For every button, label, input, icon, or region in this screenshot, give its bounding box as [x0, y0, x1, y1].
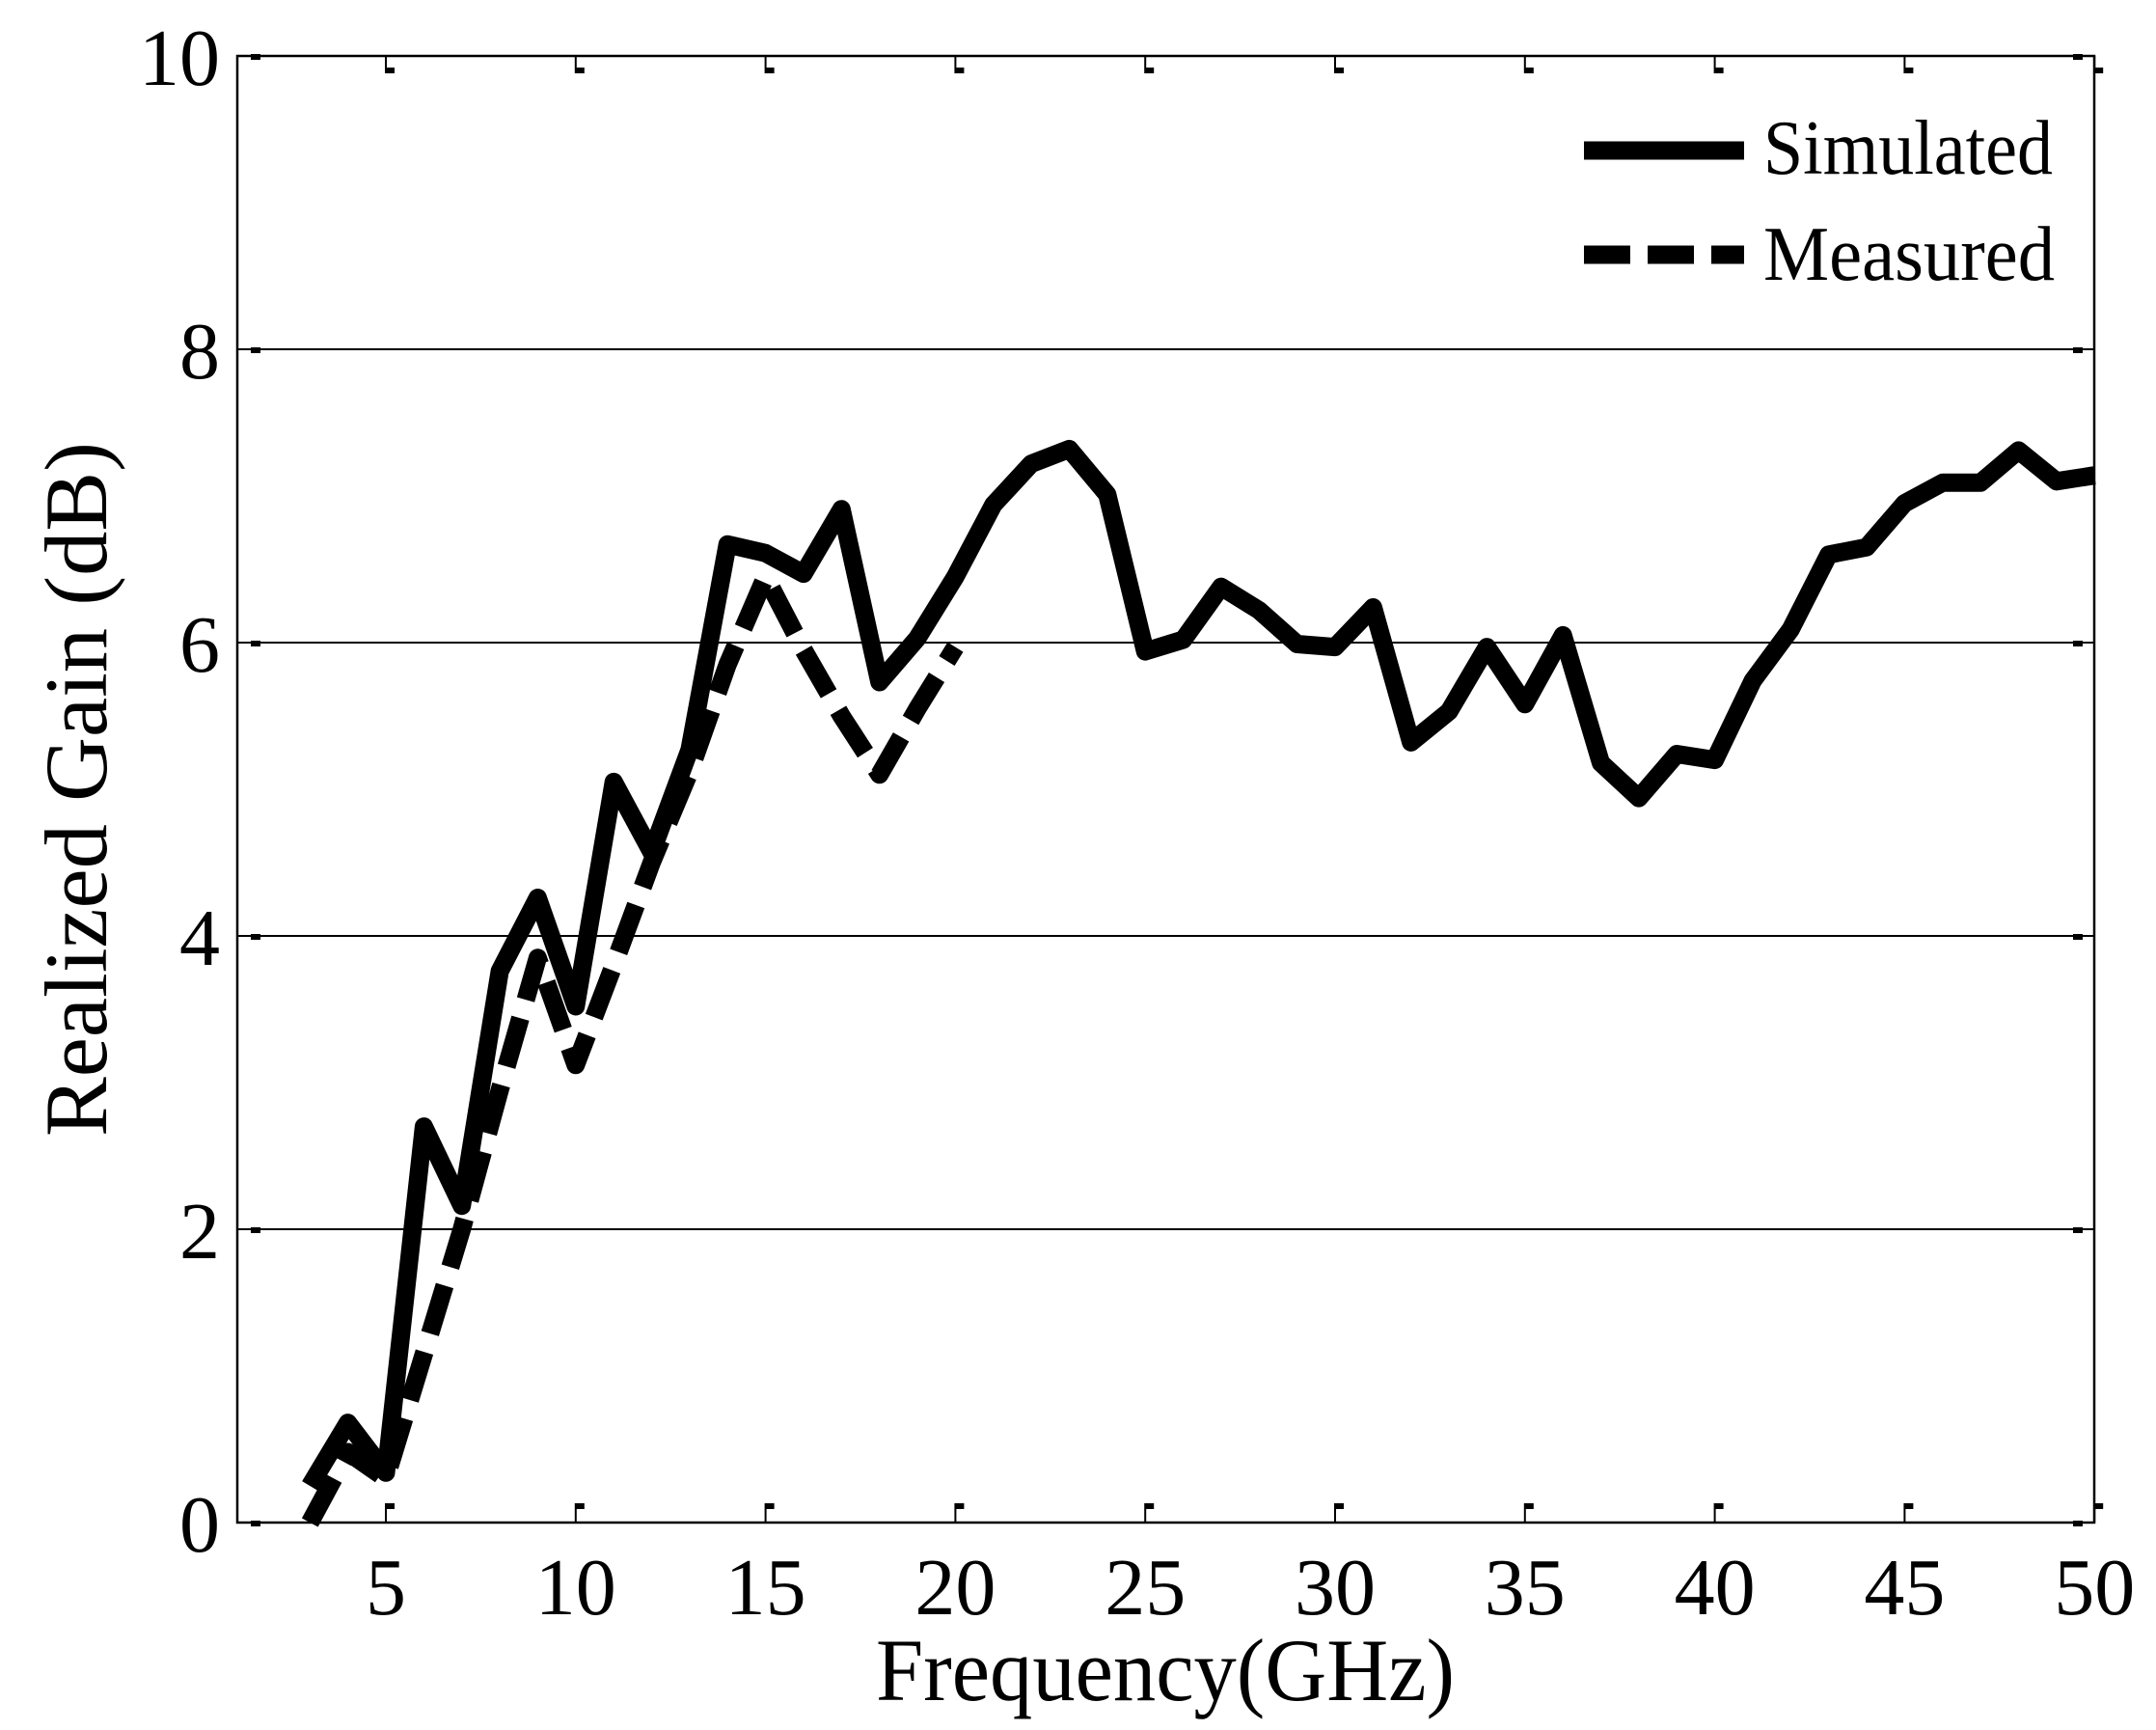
x-tick-label: 25: [1105, 1543, 1186, 1633]
legend-measured-label: Measured: [1763, 212, 2055, 297]
legend-simulated-label: Simulated: [1763, 106, 2053, 191]
y-tick-label: 6: [179, 600, 220, 690]
x-tick-flag: [1904, 1503, 1914, 1509]
series-simulated: [302, 439, 2096, 1491]
x-tick-label: 5: [366, 1543, 406, 1633]
y-tick-label: 2: [179, 1187, 220, 1277]
y-tick-mark: [251, 934, 260, 940]
x-tick-flag: [1524, 1503, 1534, 1509]
x-tick-flag: [1714, 1503, 1724, 1509]
legend: Simulated Measured: [1584, 106, 2055, 297]
x-tick-label: 10: [535, 1543, 616, 1633]
y-tick-mark: [251, 641, 260, 646]
gridlines: [237, 348, 2094, 1230]
x-tick-label: 50: [2054, 1543, 2135, 1633]
axis-ticks: [251, 54, 2104, 1526]
x-tick-flag-top: [765, 68, 775, 73]
y-tick-mark-right: [2073, 54, 2083, 60]
x-tick-flag: [765, 1503, 775, 1509]
y-tick-mark-right: [2073, 641, 2083, 646]
x-tick-flag-top: [1904, 68, 1914, 73]
y-axis-label: Realized Gain (dB): [27, 442, 125, 1137]
y-tick-mark: [251, 1521, 260, 1526]
x-tick-flag-top: [955, 68, 965, 73]
series-measured: [301, 567, 964, 1527]
x-tick-label: 30: [1295, 1543, 1376, 1633]
x-tick-flag-top: [386, 68, 395, 73]
x-tick-flag: [575, 1503, 585, 1509]
y-tick-mark-right: [2073, 1227, 2083, 1233]
x-tick-label: 45: [1864, 1543, 1945, 1633]
x-tick-flag: [386, 1503, 395, 1509]
y-tick-mark-right: [2073, 1521, 2083, 1526]
y-tick-mark-right: [2073, 347, 2083, 353]
x-tick-labels: 5 10 15 20 25 30 35 40 45 50: [366, 1543, 2135, 1633]
x-tick-label: 35: [1485, 1543, 1566, 1633]
y-tick-mark: [251, 1227, 260, 1233]
x-tick-label: 15: [725, 1543, 806, 1633]
x-tick-flag-top: [1524, 68, 1534, 73]
x-tick-flag: [1145, 1503, 1155, 1509]
y-tick-label: 10: [139, 14, 220, 103]
y-tick-mark: [251, 54, 260, 60]
x-tick-label: 20: [914, 1543, 996, 1633]
x-tick-flag-top: [2094, 68, 2104, 73]
x-tick-label: 40: [1675, 1543, 1756, 1633]
y-tick-mark: [251, 347, 260, 353]
x-tick-flag: [1335, 1503, 1344, 1509]
y-tick-label: 0: [179, 1480, 220, 1570]
x-tick-flag-top: [1714, 68, 1724, 73]
x-tick-flag: [2094, 1503, 2104, 1509]
y-tick-labels: 0 2 4 6 8 10: [139, 14, 220, 1570]
plot-area-frame: [235, 54, 2096, 1524]
x-tick-flag: [955, 1503, 965, 1509]
data-series: [301, 439, 2096, 1527]
y-tick-label: 8: [179, 307, 220, 397]
y-tick-label: 4: [179, 893, 220, 983]
x-tick-flag-top: [575, 68, 585, 73]
y-tick-mark-right: [2073, 934, 2083, 940]
x-tick-flag-top: [1335, 68, 1344, 73]
x-tick-flag-top: [1145, 68, 1155, 73]
x-axis-label: Frequency(GHz): [876, 1621, 1455, 1719]
